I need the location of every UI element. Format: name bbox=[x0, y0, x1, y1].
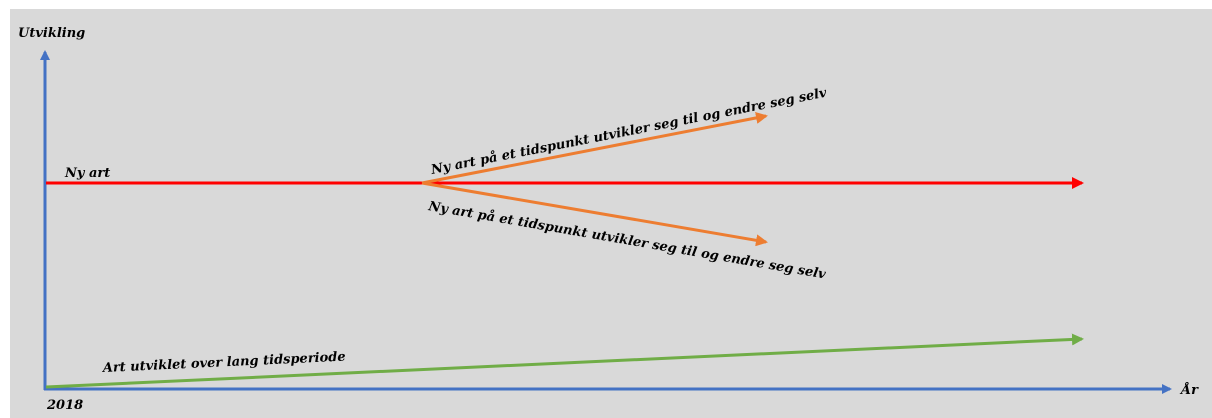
branch-up-label: Ny art på et tidspunkt utvikler seg til … bbox=[429, 85, 829, 179]
branch-up-line bbox=[421, 112, 768, 185]
branch-down-line bbox=[421, 181, 768, 247]
diagram-canvas bbox=[10, 9, 1212, 418]
long-period-label: Art utviklet over lang tidsperiode bbox=[100, 350, 345, 377]
new-species-label: Ny art bbox=[64, 166, 110, 181]
origin-year-label: 2018 bbox=[46, 398, 83, 413]
x-axis-label: År bbox=[1179, 382, 1199, 398]
y-axis-label: Utvikling bbox=[18, 26, 85, 41]
branch-down-label: Ny art på et tidspunkt utvikler seg til … bbox=[426, 198, 827, 283]
long-period-line bbox=[45, 333, 1084, 389]
